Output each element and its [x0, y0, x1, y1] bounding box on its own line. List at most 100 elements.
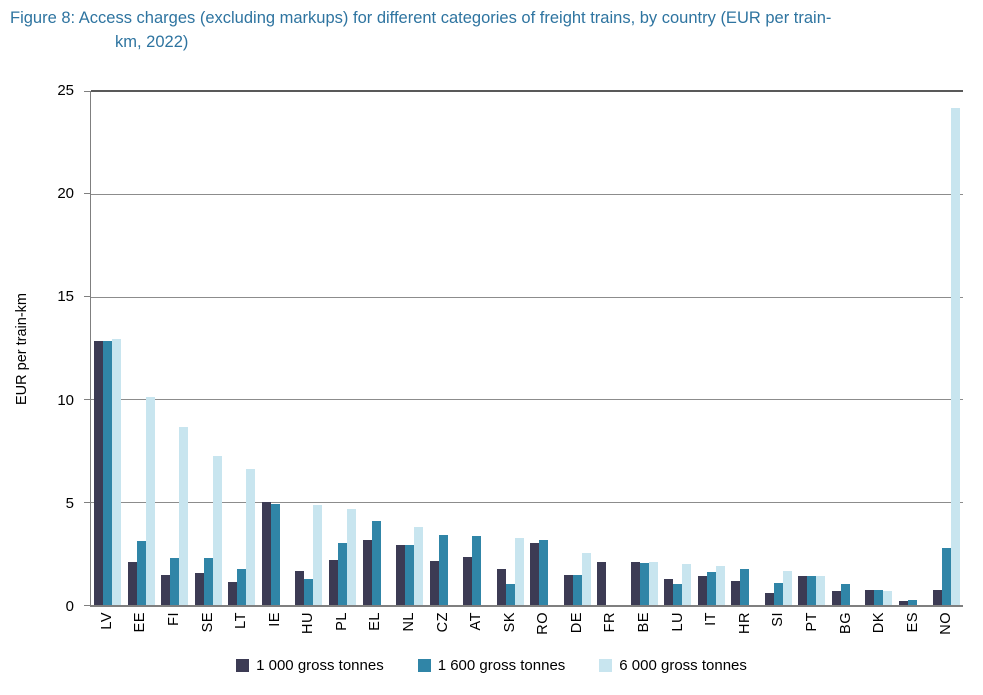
bar-CZ-1-000-gross-tonnes: [429, 560, 439, 605]
legend-item-6-000-gross-tonnes: 6 000 gross tonnes: [599, 657, 747, 674]
bar-HR-1-600-gross-tonnes: [740, 569, 750, 605]
gridline-10: [91, 399, 963, 401]
y-tick-label-10: 10: [57, 391, 74, 409]
x-label-cell-NL: NL: [392, 612, 426, 652]
bar-group-LU: [661, 91, 695, 605]
x-label-RO: RO: [535, 612, 552, 635]
x-label-cell-NO: NO: [929, 612, 963, 652]
bar-LT-1-600-gross-tonnes: [237, 569, 247, 605]
bar-PL-6-000-gross-tonnes: [346, 509, 356, 605]
bar-LU-1-600-gross-tonnes: [673, 584, 683, 605]
bar-BE-6-000-gross-tonnes: [648, 561, 658, 605]
x-label-IT: IT: [703, 612, 720, 626]
bar-NO-1-000-gross-tonnes: [932, 589, 942, 605]
bar-EE-1-600-gross-tonnes: [136, 541, 146, 605]
legend-item-1-000-gross-tonnes: 1 000 gross tonnes: [236, 657, 384, 674]
bar-LV-1-000-gross-tonnes: [94, 340, 104, 605]
y-tick-mark-20: [84, 193, 91, 195]
x-label-cell-SK: SK: [493, 612, 527, 652]
x-label-cell-BE: BE: [627, 612, 661, 652]
bar-group-FR: [594, 91, 628, 605]
x-label-SE: SE: [199, 612, 216, 633]
bar-EL-1-000-gross-tonnes: [362, 540, 372, 605]
bar-group-IE: [259, 91, 293, 605]
bar-LT-1-000-gross-tonnes: [228, 582, 238, 605]
bar-group-DK: [862, 91, 896, 605]
x-label-cell-DE: DE: [560, 612, 594, 652]
y-tick-label-25: 25: [57, 82, 74, 99]
bar-HU-1-000-gross-tonnes: [295, 571, 305, 605]
bar-DK-6-000-gross-tonnes: [883, 590, 893, 605]
bar-EE-1-000-gross-tonnes: [127, 561, 137, 605]
bar-group-EL: [359, 91, 393, 605]
x-label-cell-FR: FR: [594, 612, 628, 652]
figure-title: Figure 8: Access charges (excluding mark…: [10, 6, 970, 54]
y-tick-label-0: 0: [65, 598, 74, 615]
bar-group-SE: [192, 91, 226, 605]
bar-group-NL: [393, 91, 427, 605]
x-label-DE: DE: [568, 612, 585, 634]
x-label-BE: BE: [636, 612, 653, 633]
bar-group-CZ: [426, 91, 460, 605]
x-label-ES: ES: [904, 612, 921, 633]
x-label-AT: AT: [468, 612, 485, 631]
x-label-cell-IT: IT: [694, 612, 728, 652]
bar-PL-1-000-gross-tonnes: [328, 559, 338, 605]
x-label-cell-PT: PT: [795, 612, 829, 652]
bar-BE-1-600-gross-tonnes: [639, 562, 649, 605]
y-tick-mark-0: [84, 604, 91, 606]
bar-EE-6-000-gross-tonnes: [145, 397, 155, 605]
y-tick-mark-10: [84, 398, 91, 400]
x-label-BG: BG: [837, 612, 854, 634]
bar-group-NO: [929, 91, 963, 605]
bar-group-AT: [460, 91, 494, 605]
bar-SI-1-000-gross-tonnes: [764, 592, 774, 605]
bar-IT-6-000-gross-tonnes: [715, 565, 725, 605]
bar-DE-1-000-gross-tonnes: [563, 575, 573, 605]
bar-PL-1-600-gross-tonnes: [337, 543, 347, 605]
x-label-EE: EE: [132, 612, 149, 633]
bar-HU-1-600-gross-tonnes: [304, 579, 314, 605]
x-label-NL: NL: [400, 612, 417, 632]
bar-LU-6-000-gross-tonnes: [682, 563, 692, 605]
x-label-cell-LT: LT: [224, 612, 258, 652]
x-label-EL: EL: [367, 612, 384, 631]
bar-group-RO: [527, 91, 561, 605]
x-label-cell-ES: ES: [896, 612, 930, 652]
x-label-cell-SI: SI: [762, 612, 796, 652]
x-label-SI: SI: [770, 612, 787, 627]
x-label-cell-AT: AT: [459, 612, 493, 652]
bar-SE-1-600-gross-tonnes: [203, 557, 213, 605]
legend-swatch: [236, 659, 250, 672]
bars-container: [91, 91, 963, 605]
y-tick-label-5: 5: [65, 494, 74, 512]
x-label-cell-EL: EL: [359, 612, 393, 652]
bar-SI-6-000-gross-tonnes: [782, 571, 792, 605]
x-label-SK: SK: [501, 612, 518, 633]
bar-EL-1-600-gross-tonnes: [371, 520, 381, 605]
plot-area: [84, 90, 963, 607]
x-label-cell-RO: RO: [527, 612, 561, 652]
bar-group-SI: [762, 91, 796, 605]
x-axis-labels: LV EE FI SE LT IE HU PL EL NL CZ AT SK RO DE FR BE LU IT HR…: [90, 612, 963, 652]
x-label-cell-LV: LV: [90, 612, 124, 652]
bar-group-HU: [292, 91, 326, 605]
bar-ES-1-600-gross-tonnes: [908, 599, 918, 605]
bar-SE-6-000-gross-tonnes: [212, 455, 222, 605]
bar-IE-1-600-gross-tonnes: [270, 504, 280, 605]
x-label-HR: HR: [736, 612, 753, 634]
bar-IT-1-000-gross-tonnes: [697, 576, 707, 605]
x-label-cell-LU: LU: [661, 612, 695, 652]
bar-group-PT: [795, 91, 829, 605]
bar-SI-1-600-gross-tonnes: [773, 583, 783, 605]
bar-group-ES: [896, 91, 930, 605]
legend: 1 000 gross tonnes 1 600 gross tonnes 6 00…: [0, 657, 983, 674]
x-label-cell-IE: IE: [258, 612, 292, 652]
bar-CZ-1-600-gross-tonnes: [438, 535, 448, 605]
y-tick-label-15: 15: [57, 288, 74, 306]
bar-SE-1-000-gross-tonnes: [194, 573, 204, 605]
bar-SK-1-000-gross-tonnes: [496, 569, 506, 605]
gridline-15: [91, 296, 963, 298]
bar-RO-1-000-gross-tonnes: [530, 543, 540, 605]
